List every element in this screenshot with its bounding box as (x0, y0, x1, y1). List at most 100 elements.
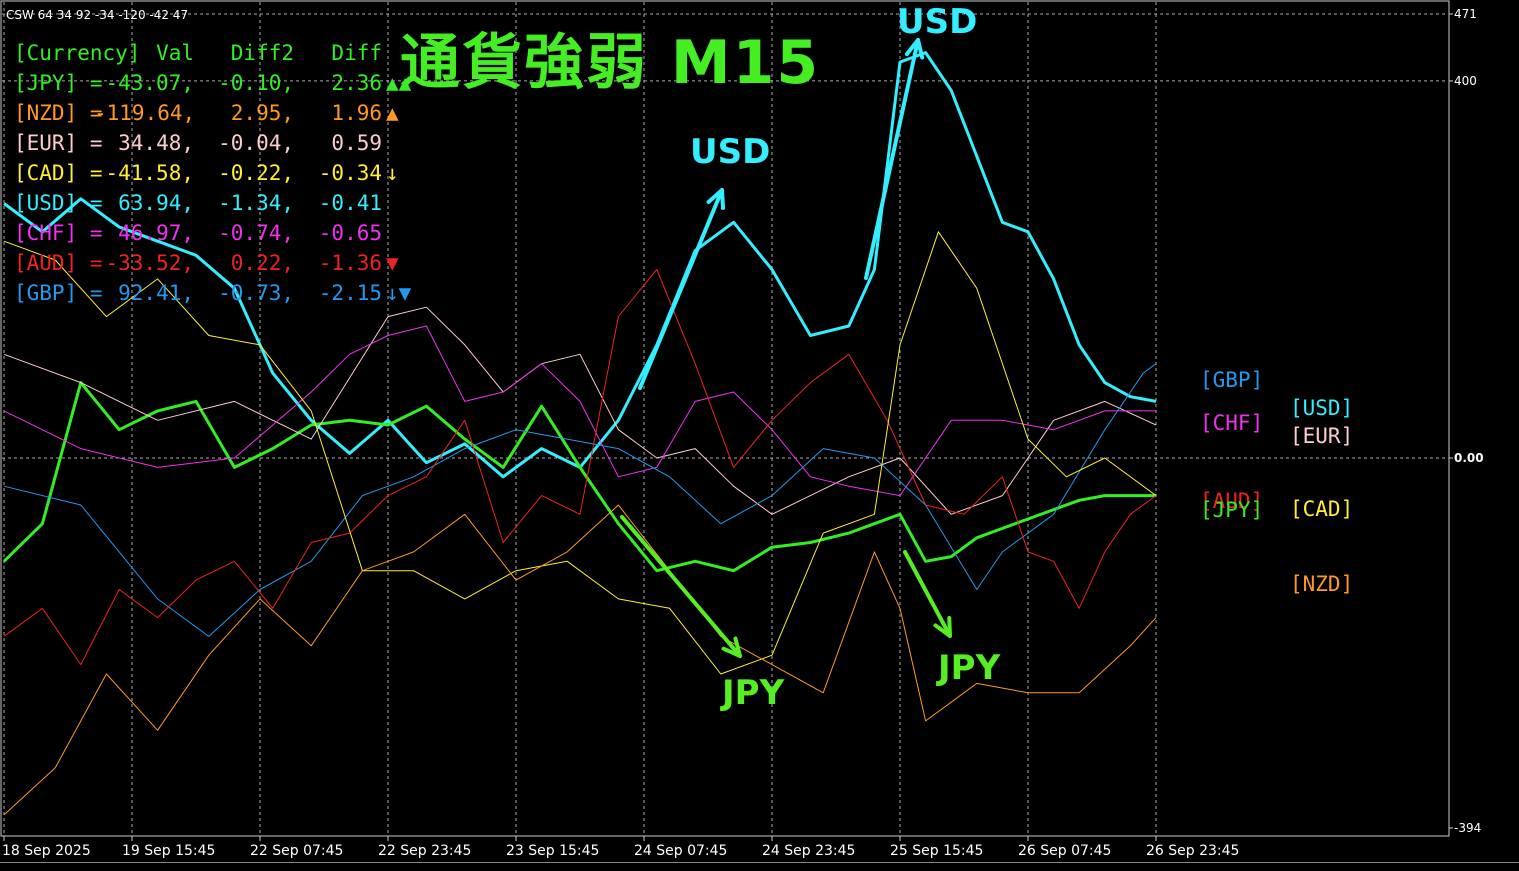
row-diff: 0.59 (331, 131, 382, 155)
row-currency: [JPY] (14, 71, 78, 95)
row-diff: -2.15 (318, 281, 382, 305)
row-currency: [CAD] (14, 161, 78, 185)
row-equals: = (89, 131, 103, 155)
annotation-label: JPY (722, 673, 785, 713)
legend-tag: [NZD] (1290, 572, 1354, 596)
row-diff2: -0.04, (218, 131, 294, 155)
row-val: 92.41, (118, 281, 194, 305)
y-tick-label: 400 (1454, 73, 1477, 88)
row-diff: -1.36 (318, 251, 382, 275)
annotation-arrow-line (638, 188, 724, 390)
annotation-arrow-head (933, 616, 952, 638)
x-tick-label: 23 Sep 15:45 (506, 843, 600, 859)
row-equals: = (89, 221, 103, 245)
row-diff: 2.36 (331, 71, 382, 95)
x-tick-label: 26 Sep 07:45 (1018, 843, 1112, 859)
legend-tag: [AUD] (1200, 489, 1264, 513)
row-val: -119.64, (94, 101, 196, 125)
row-val: -33.52, (105, 251, 194, 275)
bottom-scroll-strip[interactable] (0, 862, 1519, 871)
x-tick-label: 18 Sep 2025 (2, 843, 91, 859)
row-currency: [USD] (14, 191, 78, 215)
row-val: -41.58, (105, 161, 194, 185)
table-row: [NZD] = -119.64, 2.95, 1.96 ▲ (14, 98, 446, 128)
row-currency: [AUD] (14, 251, 78, 275)
annotation-arrow-head (721, 636, 742, 658)
row-diff: 1.96 (331, 101, 382, 125)
x-tick-label: 24 Sep 07:45 (634, 843, 728, 859)
row-currency-cell: [AUD] = (14, 248, 103, 278)
row-diff: -0.65 (318, 221, 382, 245)
header-val: Val (156, 41, 194, 65)
header-currency: [Currency] (14, 41, 141, 65)
row-equals: = (89, 251, 103, 275)
table-row: [USD] = 63.94, -1.34, -0.41 (14, 188, 446, 218)
row-equals: = (89, 71, 103, 95)
table-header: [Currency] Val Diff2 Diff (14, 38, 446, 68)
row-currency-cell: [NZD] = (14, 98, 103, 128)
annotation-arrow-line (864, 38, 920, 280)
row-val: 34.48, (118, 131, 194, 155)
row-currency-cell: [CHF] = (14, 218, 103, 248)
legend-tag: [JPY] (1200, 498, 1264, 522)
table-row: [CHF] = 46.97, -0.74, -0.65 (14, 218, 446, 248)
row-val: -43.07, (105, 71, 194, 95)
row-diff2: -0.10, (218, 71, 294, 95)
x-tick-label: 25 Sep 15:45 (890, 843, 984, 859)
x-tick-label: 19 Sep 15:45 (122, 843, 216, 859)
row-trend-icon (382, 188, 446, 218)
annotation-arrow-head (904, 38, 925, 60)
row-trend-icon: ↓ (386, 161, 399, 185)
row-currency-cell: [EUR] = (14, 128, 103, 158)
row-currency-cell: [GBP] = (14, 278, 103, 308)
row-currency-cell: [USD] = (14, 188, 103, 218)
legend-tag: [USD] (1290, 396, 1354, 420)
x-tick-label: 22 Sep 07:45 (250, 843, 344, 859)
row-diff2: 0.22, (230, 251, 294, 275)
row-trend-icon: ↓▼ (386, 281, 412, 305)
row-diff2: -0.73, (218, 281, 294, 305)
table-row: [EUR] = 34.48, -0.04, 0.59 (14, 128, 446, 158)
row-currency: [EUR] (14, 131, 78, 155)
row-currency: [GBP] (14, 281, 78, 305)
row-equals: = (89, 161, 103, 185)
row-currency-cell: [CAD] = (14, 158, 103, 188)
series-line-gbp (3, 363, 1157, 637)
row-trend-icon (382, 128, 446, 158)
row-equals: = (89, 191, 103, 215)
header-diff: Diff (331, 41, 382, 65)
annotation-arrow-head (706, 188, 726, 210)
x-tick-label: 26 Sep 23:45 (1146, 843, 1240, 859)
legend-tag: [EUR] (1290, 424, 1354, 448)
series-line-chf (3, 325, 1156, 497)
annotation-label: USD (690, 132, 771, 172)
row-trend-icon: ▲ (386, 101, 399, 125)
row-currency: [NZD] (14, 101, 78, 125)
legend-tag: [CHF] (1200, 411, 1264, 435)
annotation-label: JPY (938, 648, 1001, 688)
row-trend-icon: ▲▲ (386, 71, 412, 95)
series-line-cad (3, 231, 1157, 675)
row-val: 63.94, (118, 191, 194, 215)
series-line-aud (3, 269, 1157, 666)
header-diff2: Diff2 (230, 41, 294, 65)
row-equals: = (89, 101, 103, 125)
row-diff2: 2.95, (230, 101, 294, 125)
y-tick-label: 0.00 (1454, 451, 1484, 465)
strength-table: [Currency] Val Diff2 Diff [JPY] = -43.07,… (14, 38, 446, 308)
row-diff2: -0.22, (218, 161, 294, 185)
row-trend-icon: ▼ (386, 251, 399, 275)
y-tick-label: -394 (1454, 821, 1482, 835)
table-row: [GBP] = 92.41, -0.73, -2.15 ↓▼ (14, 278, 446, 308)
row-diff: -0.41 (318, 191, 382, 215)
row-currency: [CHF] (14, 221, 78, 245)
series-line-jpy (2, 381, 1156, 573)
series-line-nzd (3, 504, 1157, 816)
legend-tag: [CAD] (1290, 497, 1354, 521)
row-currency-cell: [JPY] = (14, 68, 103, 98)
row-diff2: -0.74, (218, 221, 294, 245)
row-diff: -0.34 (318, 161, 382, 185)
table-row: [JPY] = -43.07, -0.10, 2.36 ▲▲ (14, 68, 446, 98)
